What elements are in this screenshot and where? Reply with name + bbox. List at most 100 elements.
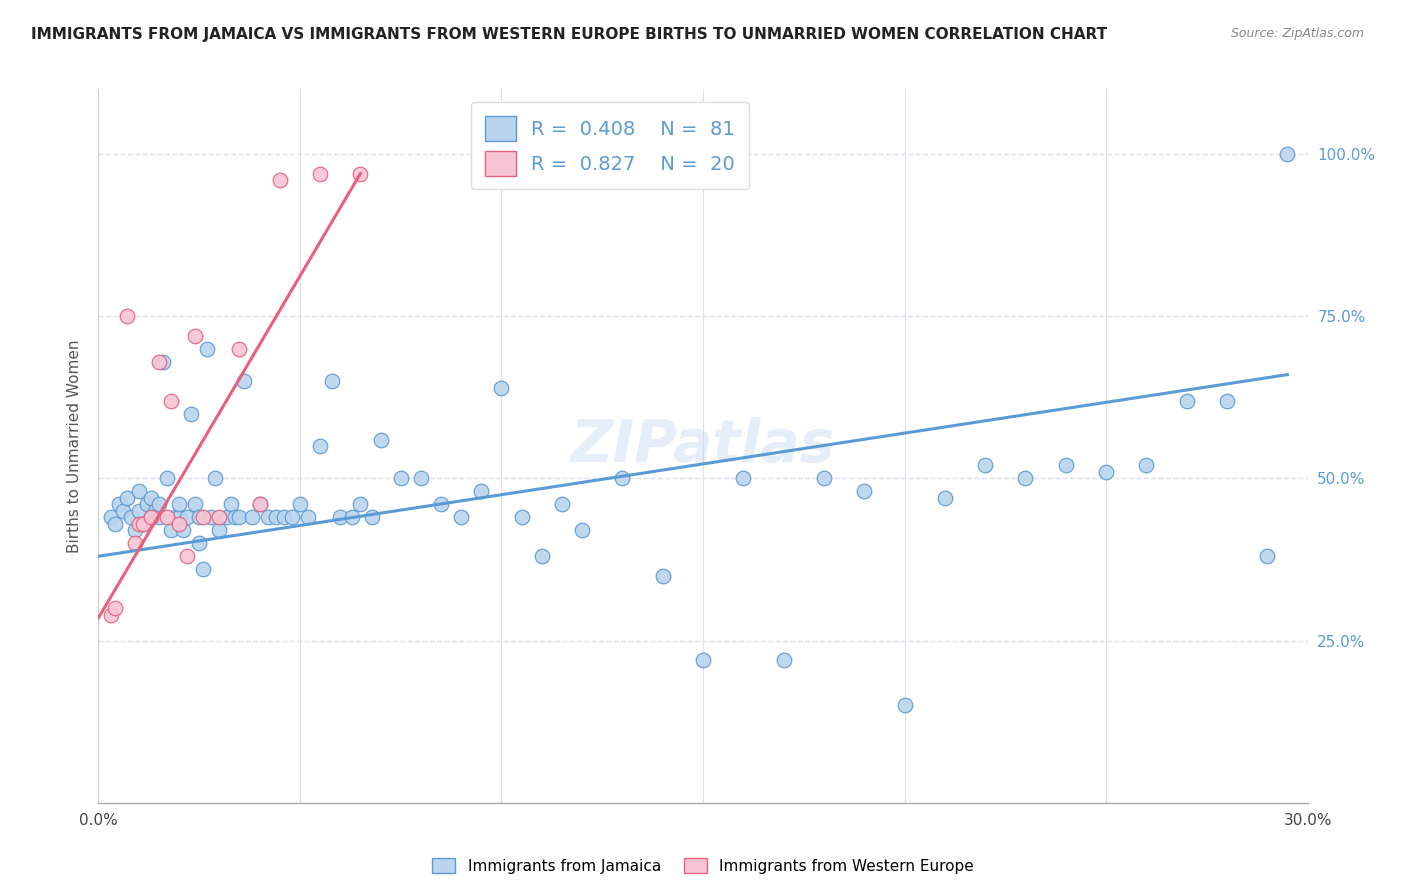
Point — [1277, 147, 1299, 161]
Point — [232, 374, 254, 388]
Point — [172, 524, 194, 538]
Point — [772, 653, 794, 667]
Point — [228, 342, 250, 356]
Point — [188, 536, 211, 550]
Point — [167, 510, 190, 524]
Point — [249, 497, 271, 511]
Point — [264, 510, 287, 524]
Point — [813, 471, 835, 485]
Point — [361, 510, 384, 524]
Point — [152, 354, 174, 368]
Point — [893, 698, 915, 713]
Point — [370, 433, 392, 447]
Point — [180, 407, 202, 421]
Point — [128, 516, 150, 531]
Point — [692, 653, 714, 667]
Point — [733, 471, 755, 485]
Point — [120, 510, 142, 524]
Point — [135, 497, 157, 511]
Point — [389, 471, 412, 485]
Point — [208, 524, 231, 538]
Point — [188, 510, 211, 524]
Point — [309, 167, 332, 181]
Point — [139, 491, 162, 505]
Point — [115, 310, 138, 324]
Point — [176, 510, 198, 524]
Point — [249, 497, 271, 511]
Point — [571, 524, 593, 538]
Point — [139, 510, 162, 524]
Point — [430, 497, 453, 511]
Text: IMMIGRANTS FROM JAMAICA VS IMMIGRANTS FROM WESTERN EUROPE BIRTHS TO UNMARRIED WO: IMMIGRANTS FROM JAMAICA VS IMMIGRANTS FR… — [31, 27, 1107, 42]
Point — [184, 497, 207, 511]
Point — [195, 342, 218, 356]
Point — [148, 354, 170, 368]
Y-axis label: Births to Unmarried Women: Births to Unmarried Women — [66, 339, 82, 553]
Point — [115, 491, 138, 505]
Point — [107, 497, 129, 511]
Point — [530, 549, 553, 564]
Point — [160, 393, 183, 408]
Point — [167, 516, 190, 531]
Point — [128, 484, 150, 499]
Point — [217, 510, 239, 524]
Point — [163, 510, 186, 524]
Point — [193, 510, 215, 524]
Point — [450, 510, 472, 524]
Point — [124, 524, 146, 538]
Legend: R =  0.408    N =  81, R =  0.827    N =  20: R = 0.408 N = 81, R = 0.827 N = 20 — [471, 103, 748, 189]
Legend: Immigrants from Jamaica, Immigrants from Western Europe: Immigrants from Jamaica, Immigrants from… — [426, 852, 980, 880]
Point — [612, 471, 634, 485]
Point — [143, 504, 166, 518]
Point — [934, 491, 956, 505]
Point — [329, 510, 352, 524]
Point — [132, 516, 155, 531]
Point — [160, 524, 183, 538]
Point — [148, 497, 170, 511]
Point — [156, 471, 179, 485]
Point — [409, 471, 432, 485]
Point — [297, 510, 319, 524]
Point — [221, 497, 243, 511]
Point — [132, 516, 155, 531]
Point — [853, 484, 876, 499]
Point — [208, 510, 231, 524]
Point — [256, 510, 278, 524]
Point — [1175, 393, 1198, 408]
Point — [100, 607, 122, 622]
Point — [470, 484, 492, 499]
Point — [224, 510, 246, 524]
Point — [269, 173, 291, 187]
Point — [103, 601, 125, 615]
Point — [148, 510, 170, 524]
Point — [281, 510, 304, 524]
Point — [349, 167, 371, 181]
Point — [124, 536, 146, 550]
Point — [510, 510, 533, 524]
Point — [491, 381, 513, 395]
Point — [1054, 458, 1077, 473]
Point — [273, 510, 295, 524]
Point — [184, 328, 207, 343]
Point — [342, 510, 364, 524]
Point — [176, 549, 198, 564]
Point — [193, 562, 215, 576]
Point — [974, 458, 997, 473]
Point — [240, 510, 263, 524]
Point — [309, 439, 332, 453]
Point — [156, 510, 179, 524]
Point — [111, 504, 134, 518]
Point — [321, 374, 343, 388]
Point — [200, 510, 222, 524]
Point — [167, 497, 190, 511]
Point — [103, 516, 125, 531]
Point — [651, 568, 673, 582]
Point — [1014, 471, 1036, 485]
Point — [100, 510, 122, 524]
Point — [1256, 549, 1278, 564]
Point — [228, 510, 250, 524]
Point — [204, 471, 226, 485]
Text: ZIPatlas: ZIPatlas — [571, 417, 835, 475]
Point — [349, 497, 371, 511]
Point — [128, 504, 150, 518]
